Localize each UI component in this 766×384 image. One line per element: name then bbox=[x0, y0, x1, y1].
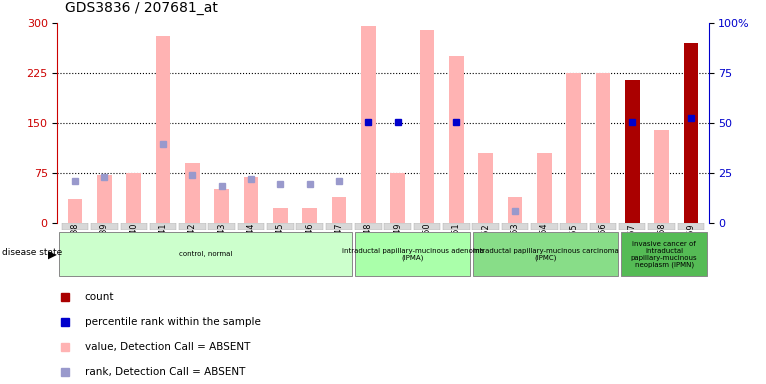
Bar bbox=[97, 175, 112, 223]
Bar bbox=[67, 199, 83, 223]
FancyBboxPatch shape bbox=[91, 223, 117, 230]
Text: ▶: ▶ bbox=[48, 249, 57, 260]
FancyBboxPatch shape bbox=[619, 223, 646, 230]
Text: GSM490143: GSM490143 bbox=[218, 223, 226, 271]
Text: disease state: disease state bbox=[2, 248, 62, 257]
Text: control, normal: control, normal bbox=[178, 252, 232, 257]
FancyBboxPatch shape bbox=[355, 223, 381, 230]
Text: GSM490154: GSM490154 bbox=[540, 223, 548, 271]
Bar bbox=[478, 153, 493, 223]
Text: GSM490142: GSM490142 bbox=[188, 223, 197, 271]
Text: GSM490140: GSM490140 bbox=[129, 223, 138, 271]
FancyBboxPatch shape bbox=[237, 223, 264, 230]
Text: GSM490156: GSM490156 bbox=[598, 223, 607, 271]
Text: intraductal papillary-mucinous adenoma
(IPMA): intraductal papillary-mucinous adenoma (… bbox=[342, 248, 483, 261]
Bar bbox=[449, 56, 463, 223]
Bar bbox=[155, 36, 170, 223]
Bar bbox=[654, 129, 669, 223]
FancyBboxPatch shape bbox=[385, 223, 411, 230]
Bar bbox=[566, 73, 581, 223]
Text: rank, Detection Call = ABSENT: rank, Detection Call = ABSENT bbox=[85, 366, 245, 377]
Text: GSM490147: GSM490147 bbox=[335, 223, 343, 271]
Text: GSM490145: GSM490145 bbox=[276, 223, 285, 271]
Bar bbox=[625, 79, 640, 223]
Bar bbox=[332, 197, 346, 223]
Text: invasive cancer of
intraductal
papillary-mucinous
neoplasm (IPMN): invasive cancer of intraductal papillary… bbox=[631, 241, 698, 268]
Text: GSM490152: GSM490152 bbox=[481, 223, 490, 271]
FancyBboxPatch shape bbox=[59, 232, 352, 276]
FancyBboxPatch shape bbox=[267, 223, 293, 230]
Bar bbox=[391, 173, 405, 223]
Bar bbox=[508, 197, 522, 223]
Bar bbox=[683, 43, 699, 223]
Text: GSM490150: GSM490150 bbox=[423, 223, 431, 271]
Text: percentile rank within the sample: percentile rank within the sample bbox=[85, 316, 260, 327]
Text: GSM490159: GSM490159 bbox=[686, 223, 696, 271]
FancyBboxPatch shape bbox=[355, 232, 470, 276]
Bar bbox=[185, 163, 200, 223]
FancyBboxPatch shape bbox=[443, 223, 470, 230]
FancyBboxPatch shape bbox=[473, 223, 499, 230]
Text: count: count bbox=[85, 291, 114, 302]
FancyBboxPatch shape bbox=[561, 223, 587, 230]
FancyBboxPatch shape bbox=[296, 223, 323, 230]
Text: value, Detection Call = ABSENT: value, Detection Call = ABSENT bbox=[85, 341, 250, 352]
Bar bbox=[126, 173, 141, 223]
FancyBboxPatch shape bbox=[473, 232, 618, 276]
FancyBboxPatch shape bbox=[590, 223, 616, 230]
Bar bbox=[420, 30, 434, 223]
Text: GSM490153: GSM490153 bbox=[510, 223, 519, 271]
FancyBboxPatch shape bbox=[678, 223, 704, 230]
Text: GSM490151: GSM490151 bbox=[452, 223, 461, 271]
Bar bbox=[537, 153, 552, 223]
Bar bbox=[214, 189, 229, 223]
Text: GDS3836 / 207681_at: GDS3836 / 207681_at bbox=[65, 2, 218, 15]
Bar bbox=[273, 208, 288, 223]
FancyBboxPatch shape bbox=[179, 223, 205, 230]
Text: GSM490138: GSM490138 bbox=[70, 223, 80, 271]
Text: GSM490158: GSM490158 bbox=[657, 223, 666, 271]
Text: GSM490157: GSM490157 bbox=[628, 223, 637, 271]
Text: GSM490149: GSM490149 bbox=[393, 223, 402, 271]
Bar bbox=[303, 208, 317, 223]
Bar bbox=[361, 26, 375, 223]
Text: intraductal papillary-mucinous carcinoma
(IPMC): intraductal papillary-mucinous carcinoma… bbox=[473, 248, 619, 261]
FancyBboxPatch shape bbox=[649, 223, 675, 230]
FancyBboxPatch shape bbox=[531, 223, 558, 230]
FancyBboxPatch shape bbox=[208, 223, 235, 230]
Text: GSM490146: GSM490146 bbox=[305, 223, 314, 271]
FancyBboxPatch shape bbox=[150, 223, 176, 230]
FancyBboxPatch shape bbox=[502, 223, 529, 230]
Bar bbox=[244, 177, 258, 223]
FancyBboxPatch shape bbox=[326, 223, 352, 230]
FancyBboxPatch shape bbox=[120, 223, 147, 230]
FancyBboxPatch shape bbox=[621, 232, 707, 276]
Text: GSM490155: GSM490155 bbox=[569, 223, 578, 271]
Text: GSM490148: GSM490148 bbox=[364, 223, 373, 271]
Bar bbox=[596, 73, 611, 223]
Text: GSM490139: GSM490139 bbox=[100, 223, 109, 271]
Text: GSM490141: GSM490141 bbox=[159, 223, 168, 271]
Text: GSM490144: GSM490144 bbox=[247, 223, 256, 271]
FancyBboxPatch shape bbox=[62, 223, 88, 230]
FancyBboxPatch shape bbox=[414, 223, 440, 230]
